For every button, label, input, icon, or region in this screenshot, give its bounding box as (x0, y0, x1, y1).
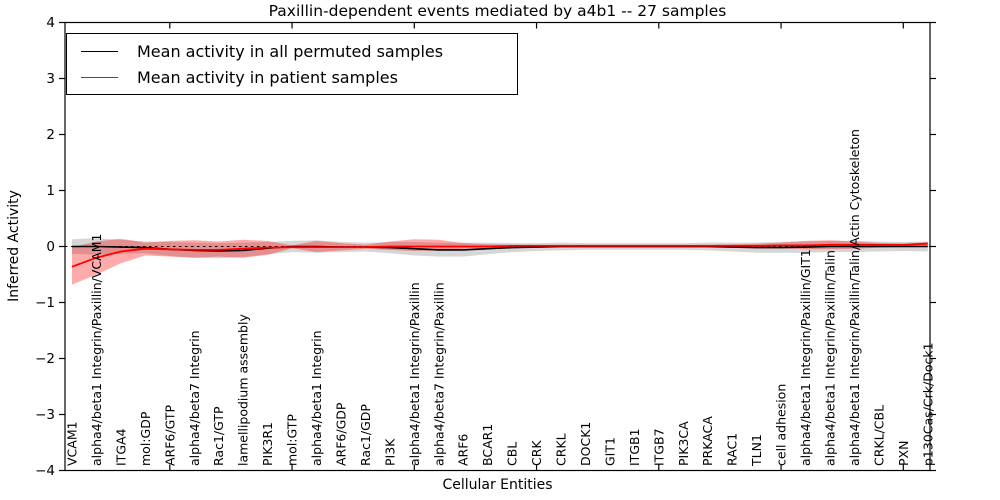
x-category-label: alpha4/beta1 Integrin/Paxillin/Talin (822, 250, 837, 466)
x-category-label: ITGB1 (627, 428, 642, 466)
x-category-label: alpha4/beta1 Integrin/Paxillin/Talin/Act… (847, 129, 862, 466)
x-category-label: PXN (896, 441, 911, 466)
y-tick-label: 2 (46, 127, 55, 143)
x-category-label: mol:GTP (285, 414, 300, 466)
y-tick-label: 1 (46, 183, 55, 199)
x-category-label: alpha4/beta1 Integrin/Paxillin/GIT1 (798, 249, 813, 466)
legend: Mean activity in all permuted samples Me… (66, 33, 518, 95)
x-category-label: ARF6 (456, 434, 471, 466)
y-tick-label: 0 (46, 239, 55, 255)
x-category-label: alpha4/beta7 Integrin/Paxillin (431, 282, 446, 466)
patient-mean-line (71, 242, 928, 268)
y-tick-label: 4 (46, 15, 55, 31)
legend-label-permuted: Mean activity in all permuted samples (137, 41, 444, 61)
x-category-label: PI3K (382, 438, 397, 466)
permuted-mean-line (72, 245, 928, 252)
x-category-label: CRK (529, 440, 544, 466)
legend-item-patient: Mean activity in patient samples (81, 64, 517, 90)
x-category-label: alpha4/beta7 Integrin (187, 330, 202, 466)
x-category-label: alpha4/beta1 Integrin/Paxillin (407, 282, 422, 466)
x-category-label: GIT1 (602, 437, 617, 466)
y-axis-label: Inferred Activity (6, 190, 22, 302)
x-category-label: CRKL/CBL (871, 405, 886, 466)
x-category-label: ITGB7 (651, 428, 666, 466)
patient-line-swatch (81, 76, 118, 78)
y-tick-label: 3 (46, 71, 55, 87)
y-tick-label: −2 (35, 351, 55, 367)
x-category-label: DOCK1 (578, 422, 593, 466)
x-category-label: alpha4/beta1 Integrin (309, 330, 324, 466)
x-category-label: mol:GDP (138, 411, 153, 466)
x-category-label: BCAR1 (480, 424, 495, 466)
x-axis-label: Cellular Entities (442, 477, 553, 493)
x-category-label: CBL (505, 442, 520, 466)
x-category-label: PRKACA (700, 416, 715, 466)
x-category-label: cell adhesion (774, 384, 789, 466)
x-category-label: Rac1/GDP (358, 404, 373, 466)
x-category-label: PIK3R1 (260, 422, 275, 466)
x-category-label: ARF6/GTP (162, 405, 177, 466)
x-category-label: ARF6/GDP (333, 402, 348, 466)
x-category-label: Rac1/GTP (211, 406, 226, 466)
chart-title: Paxillin-dependent events mediated by a4… (268, 2, 727, 20)
legend-label-patient: Mean activity in patient samples (137, 67, 398, 87)
y-tick-label: −4 (35, 463, 55, 479)
x-category-label: ITGA4 (113, 428, 128, 466)
x-category-label: VCAM1 (65, 421, 80, 466)
x-category-label: PIK3CA (676, 421, 691, 466)
permuted-line-swatch (81, 50, 118, 52)
x-category-label: alpha4/beta1 Integrin/Paxillin/VCAM1 (89, 234, 104, 466)
x-category-label: CRKL (554, 433, 569, 466)
x-category-label: p130Cas/Crk/Dock1 (920, 342, 935, 466)
y-tick-label: −3 (35, 407, 55, 423)
x-category-label: RAC1 (725, 433, 740, 466)
y-tick-label: −1 (35, 295, 55, 311)
x-category-label: TLN1 (749, 434, 764, 467)
x-category-label: lamellipodium assembly (236, 314, 251, 466)
legend-item-permuted: Mean activity in all permuted samples (81, 38, 517, 64)
